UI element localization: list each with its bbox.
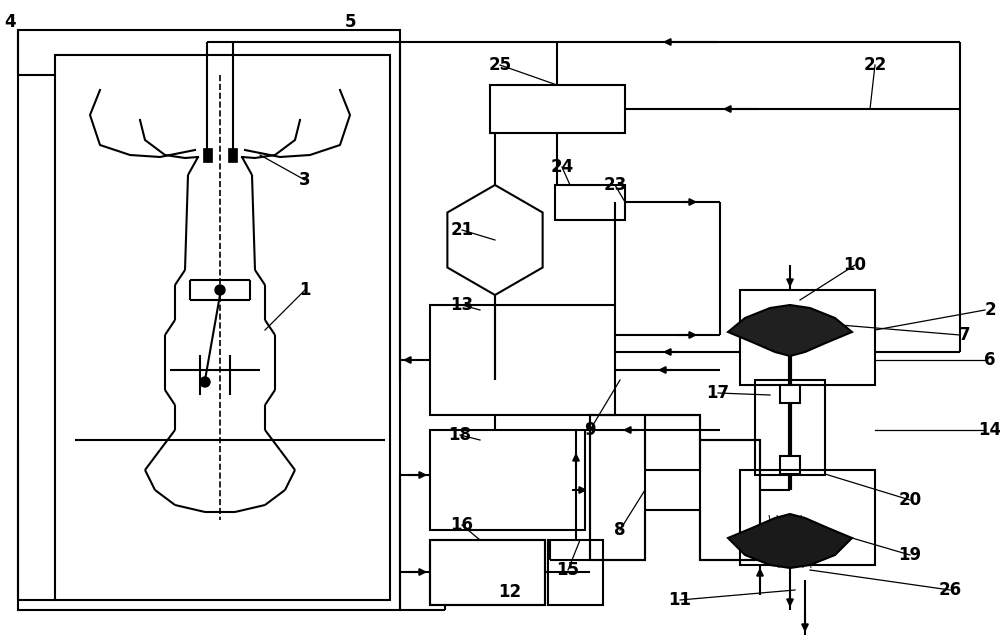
Polygon shape [728,305,852,356]
Text: 7: 7 [959,326,971,344]
Bar [228,148,237,162]
Bar [740,290,875,385]
Bar [755,380,825,475]
Bar [700,440,760,560]
Bar [430,305,615,415]
Circle shape [215,285,225,295]
Text: 10: 10 [844,256,866,274]
Text: 25: 25 [488,56,512,74]
Bar [490,85,625,133]
Bar [548,540,603,605]
Bar [780,385,800,403]
Text: 21: 21 [450,221,474,239]
Bar [430,430,585,530]
Text: 13: 13 [450,296,474,314]
Text: 20: 20 [898,491,922,509]
Bar [740,470,875,565]
Text: 18: 18 [448,426,472,444]
Text: 14: 14 [978,421,1000,439]
Bar [18,30,400,610]
Text: 1: 1 [299,281,311,299]
Bar [590,415,645,560]
Text: 22: 22 [863,56,887,74]
Bar [430,540,545,605]
Text: 5: 5 [344,13,356,31]
Text: 12: 12 [498,583,522,601]
Bar [555,185,625,220]
Text: 4: 4 [4,13,16,31]
Text: 24: 24 [550,158,574,176]
Text: 15: 15 [556,561,580,579]
Text: 26: 26 [938,581,962,599]
Text: 23: 23 [603,176,627,194]
Circle shape [200,377,210,387]
Text: 9: 9 [584,421,596,439]
Text: 17: 17 [706,384,730,402]
Polygon shape [728,514,852,568]
Bar [55,55,390,600]
Text: 16: 16 [450,516,474,534]
Bar [645,415,700,470]
Text: 2: 2 [984,301,996,319]
Bar [430,540,545,605]
Bar [780,456,800,474]
Text: 8: 8 [614,521,626,539]
Text: 6: 6 [984,351,996,369]
Text: 19: 19 [898,546,922,564]
Text: 11: 11 [668,591,692,609]
Bar [203,148,212,162]
Text: 3: 3 [299,171,311,189]
